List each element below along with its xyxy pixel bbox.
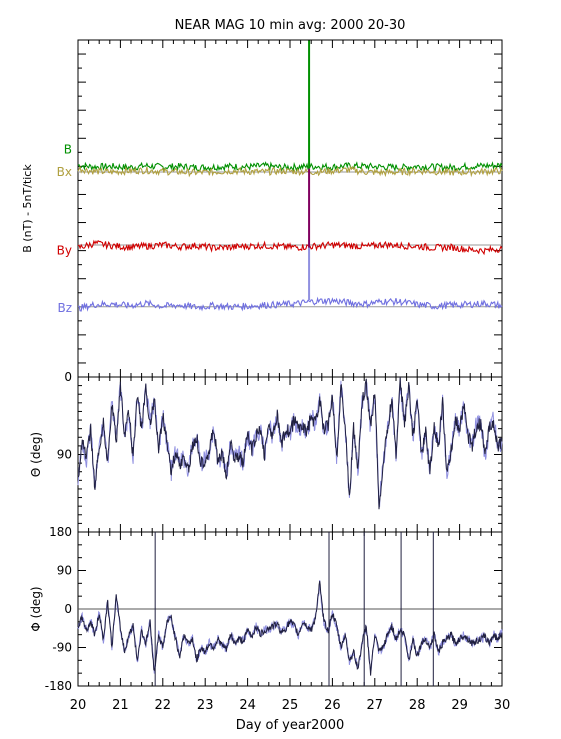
series-label: By [57,244,72,258]
series-bx [77,165,503,178]
x-tick-label: 21 [112,698,129,713]
y-axis-label: Φ (deg) [29,586,43,631]
y-tick-label: 90 [57,448,72,462]
chart-title: NEAR MAG 10 min avg: 2000 20-30 [175,18,406,33]
y-axis-label: B (nT) - 5nT/tick [21,164,34,253]
series-theta [77,376,503,510]
x-tick-label: 24 [239,698,256,713]
panel-frame [77,39,503,378]
series-label: Bz [57,301,72,315]
series-label: Bx [57,165,72,179]
x-tick-label: 26 [324,698,341,713]
series-by [77,239,503,256]
x-tick-label: 23 [197,698,214,713]
panel-phi: 180 90 0 -90 -180 Φ (deg) [29,525,503,693]
y-tick-label: 90 [57,564,72,578]
y-axis-label: Θ (deg) [29,432,43,477]
x-tick-label: 27 [367,698,384,713]
series-bz [77,296,503,312]
x-tick-label: 29 [451,698,468,713]
series-b [77,161,503,173]
y-tick-label: 0 [64,370,72,384]
series-phi-spread [77,579,503,674]
x-axis-label: Day of year2000 [236,718,345,733]
panel-theta: 0 90 Θ (deg) [29,370,503,533]
x-tick-labels: 20 21 22 23 24 25 26 27 28 29 30 [70,698,511,713]
panel-field: B Bx By Bz B (nT) - 5nT/tick [21,39,503,378]
x-tick-label: 25 [282,698,299,713]
y-tick-label: -180 [45,679,72,693]
y-tick-label: 0 [64,602,72,616]
x-tick-label: 28 [409,698,426,713]
x-tick-label: 22 [155,698,172,713]
y-tick-label: -90 [52,641,72,655]
series-phi [77,581,503,676]
x-tick-label: 30 [494,698,511,713]
phi-wrap-lines [154,532,434,686]
series-label: B [64,143,72,157]
panel-frame [77,376,503,533]
y-tick-label: 180 [49,525,72,539]
x-tick-label: 20 [70,698,87,713]
